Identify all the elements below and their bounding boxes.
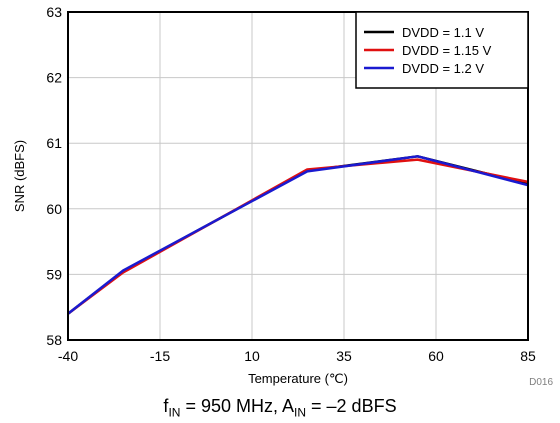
x-tick-label: 85 (520, 348, 536, 364)
series-line-3 (68, 156, 528, 313)
x-tick-label: 10 (244, 348, 260, 364)
y-tick-label: 61 (46, 135, 62, 151)
y-tick-label: 63 (46, 4, 62, 20)
y-tick-label: 60 (46, 201, 62, 217)
x-tick-labels: -40 -15 10 35 60 85 (58, 348, 536, 364)
caption-f-value: = 950 MHz, (180, 396, 282, 416)
legend: DVDD = 1.1 V DVDD = 1.15 V DVDD = 1.2 V (356, 12, 528, 88)
y-tick-label: 58 (46, 332, 62, 348)
x-tick-label: 35 (336, 348, 352, 364)
y-axis-label: SNR (dBFS) (12, 140, 27, 212)
caption-a-sub: IN (294, 406, 306, 420)
figure-id: D016 (529, 377, 553, 388)
series-line-1 (68, 156, 528, 313)
legend-label: DVDD = 1.15 V (402, 43, 492, 58)
series-lines (68, 156, 528, 313)
legend-label: DVDD = 1.2 V (402, 61, 484, 76)
x-tick-label: 60 (428, 348, 444, 364)
y-tick-label: 62 (46, 70, 62, 86)
legend-label: DVDD = 1.1 V (402, 25, 484, 40)
x-tick-label: -40 (58, 348, 78, 364)
caption-a-value: = –2 dBFS (306, 396, 397, 416)
caption-a: A (282, 396, 294, 416)
x-axis-label: Temperature (℃) (248, 371, 348, 386)
x-tick-label: -15 (150, 348, 170, 364)
chart-caption: fIN = 950 MHz, AIN = –2 dBFS (0, 396, 560, 420)
y-tick-labels: 58 59 60 61 62 63 (46, 4, 62, 348)
y-tick-label: 59 (46, 266, 62, 282)
series-line-2 (68, 160, 528, 314)
caption-f-sub: IN (168, 406, 180, 420)
